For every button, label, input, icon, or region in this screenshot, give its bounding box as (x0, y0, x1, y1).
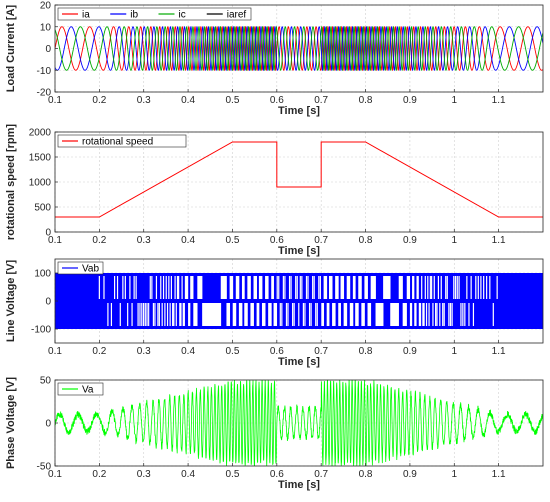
x-tick-label: 0.2 (92, 346, 106, 357)
legend-box (57, 134, 187, 148)
x-tick-label: 0.8 (359, 235, 373, 246)
x-tick-label: 1 (451, 95, 457, 106)
x-tick-label: 0.6 (270, 235, 284, 246)
y-tick-label: 0 (45, 44, 51, 55)
x-tick-label: 0.3 (137, 95, 151, 106)
x-tick-label: 0.7 (314, 469, 328, 480)
legend-box (57, 382, 104, 396)
x-axis-label: Time [s] (278, 479, 320, 491)
x-tick-label: 0.6 (270, 346, 284, 357)
y-tick-label: 2000 (29, 128, 52, 139)
y-tick-label: 500 (34, 203, 51, 214)
x-tick-label: 0.5 (226, 469, 240, 480)
x-axis-label: Time [s] (278, 105, 320, 117)
series-line-ic (55, 25, 543, 72)
y-axis-label: Load Current [A] (5, 4, 17, 92)
x-tick-label: 0.1 (48, 235, 62, 246)
legend: ia ib ic iaref (57, 7, 252, 21)
x-tick-label: 0.3 (137, 235, 151, 246)
x-tick-label: 0.1 (48, 95, 62, 106)
legend-label-ia: ia (82, 10, 90, 21)
series-group (55, 25, 543, 72)
x-axis-label: Time [s] (278, 356, 320, 368)
y-tick-label: 20 (40, 1, 52, 12)
chart-panel-1: 0.1 0.2 0.3 0.4 0.5 0.6 0.7 0.8 0.9 1 1.1 20 10 0 -10 -… (5, 1, 544, 117)
x-tick-label: 0.7 (314, 346, 328, 357)
x-tick-label: 0.9 (403, 346, 417, 357)
x-tick-label: 0.7 (314, 235, 328, 246)
x-tick-label: 0.8 (359, 469, 373, 480)
x-tick-label: 1.1 (492, 95, 506, 106)
x-tick-label: 1 (451, 469, 457, 480)
y-tick-label: 10 (40, 22, 52, 33)
series-line-ib (55, 25, 543, 72)
x-tick-label: 0.6 (270, 469, 284, 480)
x-tick-label: 0.5 (226, 95, 240, 106)
chart-panel-4: 0.1 0.2 0.3 0.4 0.5 0.6 0.7 0.8 0.9 1 1.1 50 0 -50 Tim… (5, 376, 544, 491)
x-tick-label: 0.2 (92, 95, 106, 106)
y-tick-label: -20 (37, 88, 52, 99)
chart-panel-3: 0.1 0.2 0.3 0.4 0.5 0.6 0.7 0.8 0.9 1 1.1 100 0 -100 T… (5, 258, 544, 368)
x-tick-label: 0.2 (92, 235, 106, 246)
legend: Va (57, 382, 104, 396)
series-group (55, 380, 543, 466)
x-tick-label: 0.3 (137, 346, 151, 357)
legend: rotational speed (57, 134, 187, 148)
y-tick-label: 1500 (29, 153, 52, 164)
x-tick-label: 1 (451, 346, 457, 357)
x-axis-label: Time [s] (278, 245, 320, 257)
y-tick-label: 1000 (29, 178, 52, 189)
x-tick-label: 0.9 (403, 95, 417, 106)
x-tick-label: 0.3 (137, 469, 151, 480)
x-tick-label: 0.4 (181, 95, 195, 106)
y-tick-label: 0 (45, 297, 51, 308)
x-tick-label: 0.9 (403, 469, 417, 480)
x-tick-label: 0.1 (48, 346, 62, 357)
series-line-rotational-speed (55, 141, 543, 218)
x-tick-label: 1.1 (492, 469, 506, 480)
x-tick-label: 0.4 (181, 346, 195, 357)
y-tick-label: 100 (34, 269, 51, 280)
x-tick-label: 0.5 (226, 235, 240, 246)
y-tick-label: 50 (40, 376, 52, 387)
x-tick-label: 0.4 (181, 469, 195, 480)
x-tick-label: 0.9 (403, 235, 417, 246)
legend-label-ib: ib (130, 10, 138, 21)
y-axis-label: rotational speed [rpm] (5, 124, 17, 240)
legend-label: rotational speed (82, 137, 153, 148)
x-tick-label: 0.2 (92, 469, 106, 480)
x-tick-label: 1.1 (492, 346, 506, 357)
legend: Vab (57, 261, 104, 275)
series-group (55, 273, 543, 329)
legend-box (57, 261, 104, 275)
series-group (55, 141, 543, 218)
x-tick-label: 0.7 (314, 95, 328, 106)
x-tick-label: 0.5 (226, 346, 240, 357)
y-axis-label: Line Voltage [V] (5, 260, 17, 343)
x-tick-label: 0.1 (48, 469, 62, 480)
y-tick-label: -50 (37, 462, 52, 473)
chart-panel-2: 0.1 0.2 0.3 0.4 0.5 0.6 0.7 0.8 0.9 1 1.1 2000 1500 1… (5, 124, 544, 257)
y-tick-label: -10 (37, 66, 52, 77)
y-tick-label: 0 (45, 419, 51, 430)
legend-label-ic: ic (179, 10, 186, 21)
x-tick-label: 0.8 (359, 346, 373, 357)
x-tick-label: 0.4 (181, 235, 195, 246)
legend-box (57, 7, 252, 21)
vab-pwm-gaps (98, 276, 498, 326)
series-line-va (55, 380, 543, 466)
y-axis-label: Phase Voltage [V] (5, 377, 17, 469)
x-tick-label: 0.6 (270, 95, 284, 106)
x-tick-label: 0.8 (359, 95, 373, 106)
x-tick-label: 1.1 (492, 235, 506, 246)
legend-label-iaref: iaref (227, 10, 247, 21)
legend-label: Va (82, 385, 94, 396)
legend-label: Vab (82, 264, 99, 275)
y-tick-label: 0 (45, 228, 51, 239)
y-tick-label: -100 (31, 325, 51, 336)
x-tick-label: 1 (451, 235, 457, 246)
